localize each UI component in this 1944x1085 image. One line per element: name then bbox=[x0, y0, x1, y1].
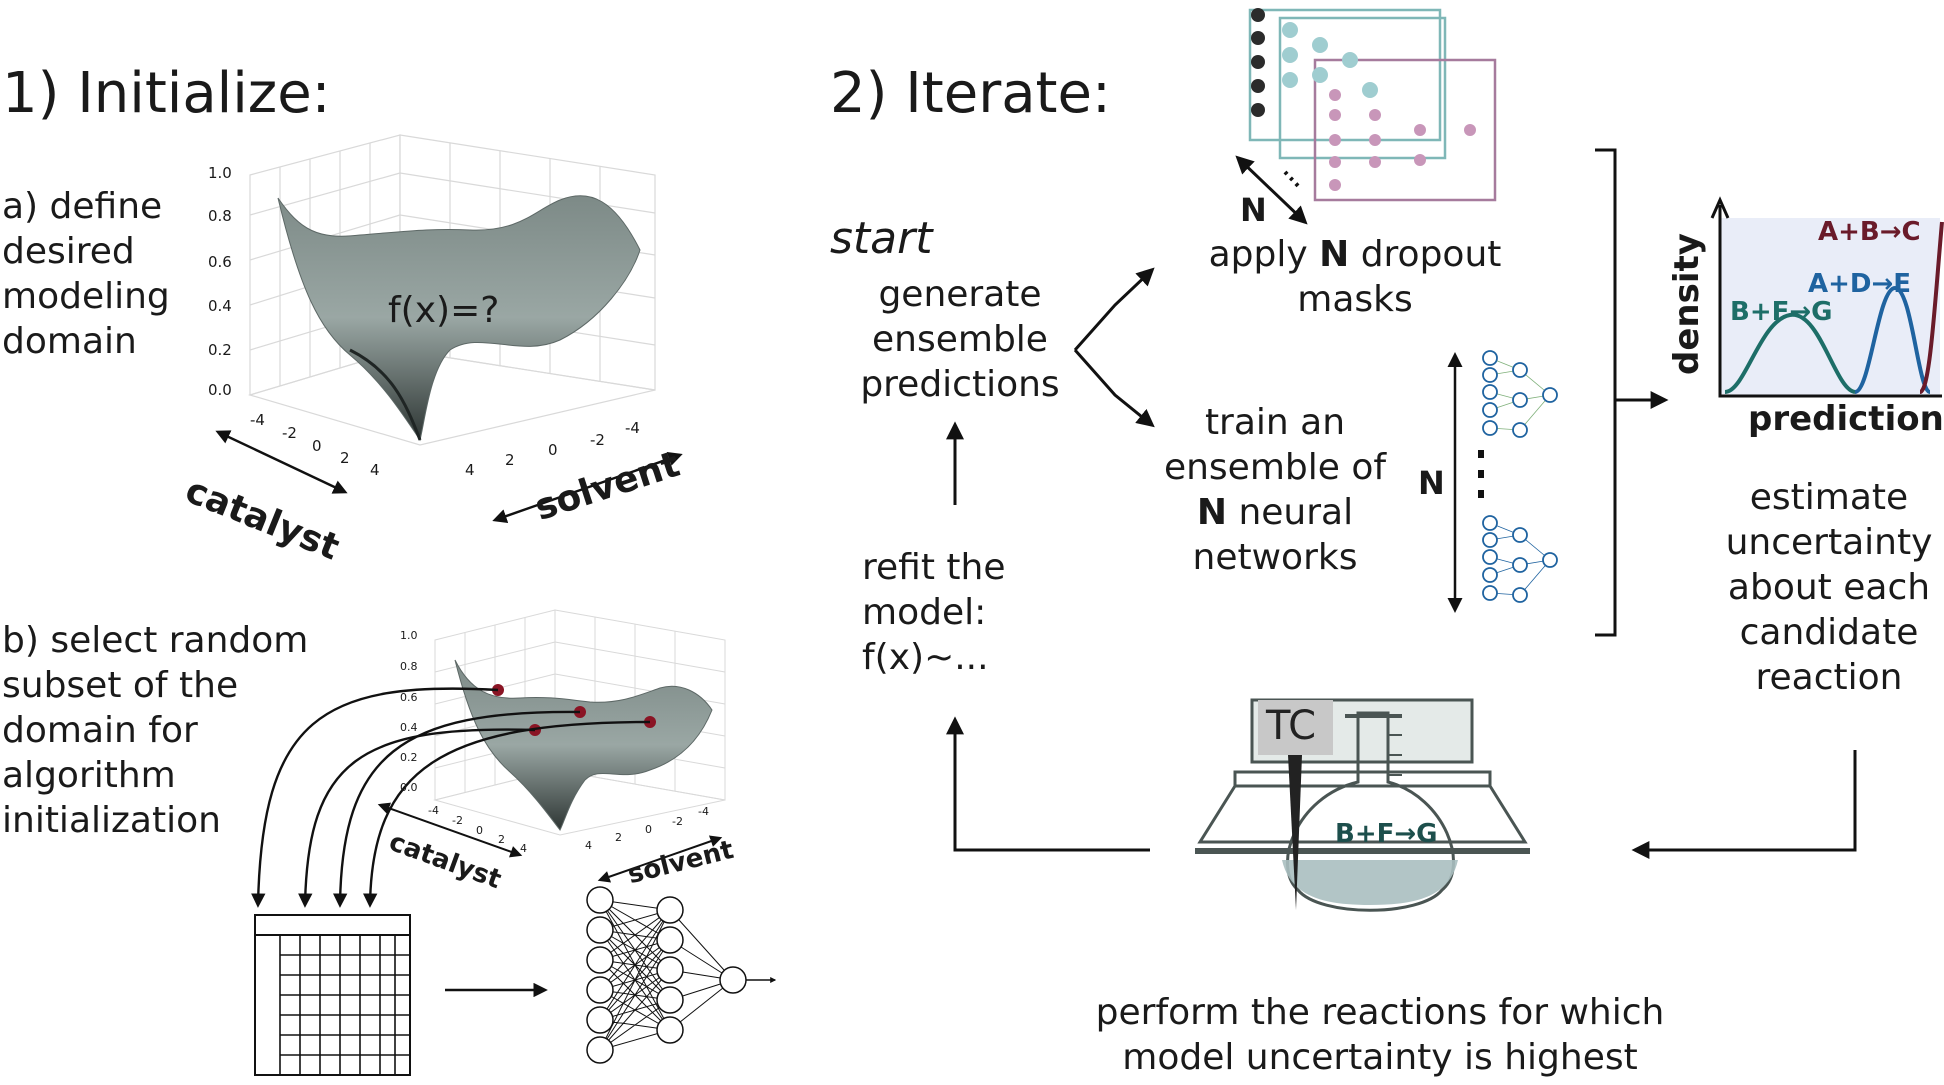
surface-plot-b bbox=[433, 609, 726, 836]
dropout-masks-icon bbox=[1235, 8, 1497, 225]
sampling-arrows bbox=[251, 687, 651, 908]
data-table bbox=[254, 914, 411, 1076]
surface-label: f(x)=? bbox=[388, 290, 500, 331]
start-label: start bbox=[830, 213, 933, 264]
thermocouple-label: TC bbox=[1266, 703, 1317, 749]
refit-text: refit the model: f(x)~... bbox=[862, 547, 1006, 678]
heading-initialize: 1) Initialize: bbox=[2, 61, 331, 126]
flask-reaction-label: B+F→G bbox=[1335, 819, 1438, 849]
loop-arrows bbox=[946, 148, 1857, 859]
step-b-text: b) select random subset of the domain fo… bbox=[2, 620, 309, 841]
response-surface bbox=[277, 195, 641, 442]
ensemble-text: train an ensemble of N neural networks bbox=[1163, 402, 1387, 578]
density-xlabel: prediction bbox=[1748, 399, 1944, 439]
density-curve-abc bbox=[1918, 221, 1944, 394]
density-label-abc: A+B→C bbox=[1818, 217, 1921, 247]
generate-text: generate ensemble predictions bbox=[860, 274, 1060, 405]
surface-plot-a bbox=[247, 134, 656, 446]
density-ylabel: density bbox=[1667, 233, 1707, 375]
heading-iterate: 2) Iterate: bbox=[830, 61, 1111, 126]
density-curve-bfg bbox=[1724, 312, 1856, 394]
reaction-setup-icon bbox=[1195, 698, 1530, 912]
dropout-text: apply N dropout masks bbox=[1208, 234, 1502, 320]
density-curve-ade bbox=[1854, 285, 1932, 394]
step-a-text: a) define desired modeling domain bbox=[2, 186, 170, 362]
perform-text: perform the reactions for which model un… bbox=[1095, 992, 1665, 1078]
density-label-bfg: B+F→G bbox=[1730, 297, 1833, 327]
density-label-ade: A+D→E bbox=[1808, 269, 1912, 299]
ensemble-n-label: N bbox=[1418, 464, 1445, 502]
estimate-text: estimate uncertainty about each candidat… bbox=[1725, 477, 1933, 698]
ensemble-networks-icon bbox=[1447, 350, 1558, 613]
density-plot bbox=[1710, 196, 1944, 398]
neural-network-init bbox=[586, 886, 777, 1064]
dropout-n-label: N bbox=[1240, 191, 1267, 229]
thermocouple-label-box bbox=[1258, 700, 1333, 755]
